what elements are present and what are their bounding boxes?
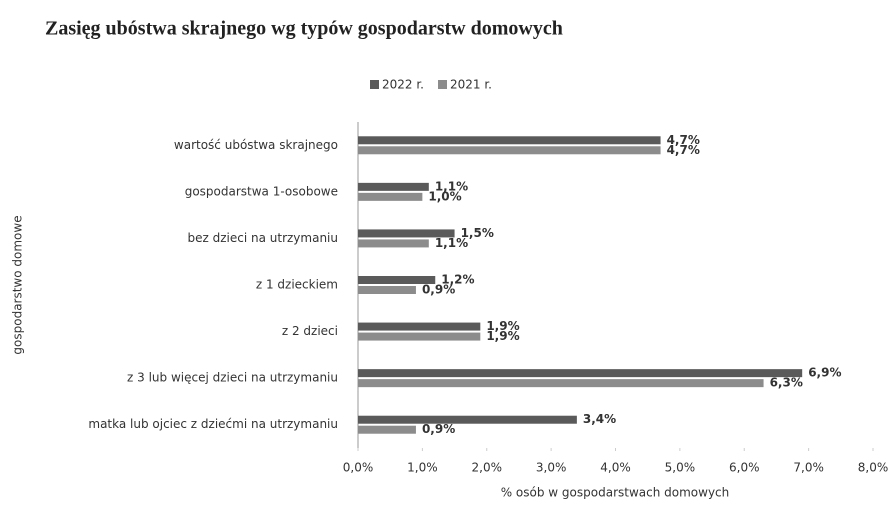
value-label: 4,7%	[667, 133, 700, 147]
value-label: 4,7%	[667, 143, 700, 157]
value-label: 1,0%	[428, 189, 461, 203]
legend-swatch	[438, 80, 447, 89]
y-tick-label: z 2 dzieci	[282, 324, 338, 338]
x-tick-label: 1,0%	[407, 461, 438, 475]
chart-title: Zasięg ubóstwa skrajnego wg typów gospod…	[45, 18, 563, 40]
y-axis-label: gospodarstwo domowe	[11, 215, 25, 354]
legend-label: 2021 r.	[450, 78, 492, 92]
bar	[358, 239, 429, 248]
x-tick-label: 6,0%	[729, 461, 760, 475]
bar	[358, 192, 423, 201]
bar	[358, 136, 661, 145]
value-label: 0,9%	[422, 283, 455, 297]
x-tick-label: 5,0%	[665, 461, 696, 475]
bar	[358, 146, 661, 155]
legend-swatch	[370, 80, 379, 89]
bar	[358, 276, 436, 284]
x-tick-label: 4,0%	[600, 461, 631, 475]
bar	[358, 415, 577, 424]
y-tick-label: gospodarstwa 1-osobowe	[185, 184, 338, 198]
value-label: 1,9%	[486, 319, 519, 333]
bar	[358, 229, 455, 238]
y-tick-label: matka lub ojciec z dziećmi na utrzymaniu	[88, 417, 338, 431]
y-tick-label: bez dzieci na utrzymaniu	[188, 231, 339, 245]
value-label: 6,9%	[808, 366, 841, 380]
value-label: 1,2%	[441, 273, 474, 287]
y-tick-label: z 1 dzieckiem	[256, 278, 338, 292]
bar	[358, 379, 764, 388]
x-tick-label: 0,0%	[343, 461, 374, 475]
value-label: 1,1%	[435, 179, 468, 193]
value-label: 1,5%	[461, 226, 494, 240]
value-label: 1,9%	[486, 329, 519, 343]
x-tick-label: 8,0%	[858, 461, 889, 475]
x-tick-label: 3,0%	[536, 461, 567, 475]
x-axis-label: % osób w gospodarstwach domowych	[501, 486, 730, 500]
bar	[358, 182, 429, 191]
x-tick-label: 7,0%	[793, 461, 824, 475]
bar	[358, 369, 803, 378]
value-label: 3,4%	[583, 412, 616, 426]
bar	[358, 425, 416, 434]
value-label: 0,9%	[422, 422, 455, 436]
y-tick-label: z 3 lub więcej dzieci na utrzymaniu	[127, 371, 338, 385]
bar	[358, 332, 481, 341]
legend-label: 2022 r.	[382, 78, 424, 92]
value-label: 6,3%	[770, 376, 803, 390]
bar	[358, 286, 416, 294]
y-tick-label: wartość ubóstwa skrajnego	[174, 138, 338, 152]
x-tick-label: 2,0%	[472, 461, 503, 475]
value-label: 1,1%	[435, 236, 468, 250]
bar	[358, 322, 481, 331]
